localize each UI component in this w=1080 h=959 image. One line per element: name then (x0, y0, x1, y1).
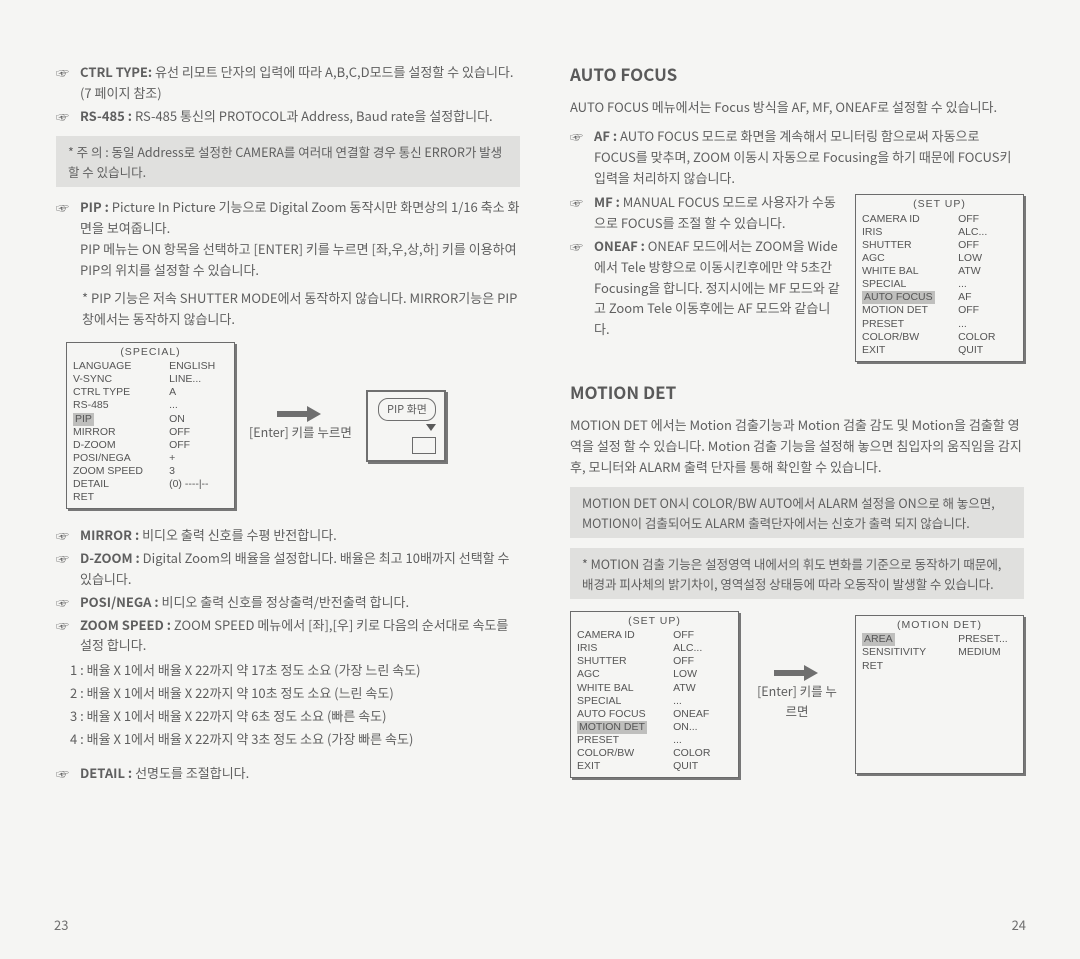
text: MANUAL FOCUS 모드로 사용자가 수동으로 FOCUS를 조절 할 수… (594, 192, 836, 232)
item-oneaf: ☞ ONEAF : ONEAF 모드에서는 ZOOM을 Wide에서 Tele … (570, 236, 841, 340)
item-rs485: ☞ RS-485 : RS-485 통신의 PROTOCOL과 Address,… (56, 106, 520, 127)
menu-motiondet: (MOTION DET)AREAPRESET...SENSITIVITYMEDI… (855, 615, 1024, 774)
pip-screen-label: PIP 화면 (378, 398, 436, 422)
pip-screen: PIP 화면 (366, 390, 446, 462)
label: D-ZOOM : (80, 548, 140, 567)
text: 선명도를 조절합니다. (135, 763, 249, 782)
item-af: ☞ AF : AUTO FOCUS 모드로 화면을 계속해서 모니터링 함으로써… (570, 126, 1024, 188)
hand-icon: ☞ (56, 764, 69, 785)
page-number-right: 24 (1012, 915, 1026, 934)
figure-special: (SPECIAL)LANGUAGEENGLISHV-SYNCLINE...CTR… (66, 342, 520, 510)
page-number-left: 23 (54, 915, 68, 934)
item-mirror: ☞ MIRROR : 비디오 출력 신호를 수평 반전합니다. (56, 525, 520, 546)
enter-caption: [Enter] 키를 누르면 (753, 681, 841, 721)
label: MF : (594, 192, 620, 211)
item-posinega: ☞ POSI/NEGA : 비디오 출력 신호를 정상출력/반전출력 합니다. (56, 592, 520, 613)
heading-autofocus: AUTO FOCUS (570, 60, 1024, 87)
af-flex: ☞ MF : MANUAL FOCUS 모드로 사용자가 수동으로 FOCUS를… (570, 190, 1024, 362)
hand-icon: ☞ (56, 616, 69, 637)
hand-icon: ☞ (56, 593, 69, 614)
md-note-alarm: MOTION DET ON시 COLOR/BW AUTO에서 ALARM 설정을… (570, 487, 1024, 538)
enter-block: [Enter] 키를 누르면 (249, 410, 352, 442)
speed-2: 2 : 배율 X 1에서 배율 X 22까지 약 10초 정도 소요 (느린 속… (70, 683, 520, 704)
chevron-down-icon (426, 424, 436, 431)
label: ONEAF : (594, 236, 645, 255)
item-dzoom: ☞ D-ZOOM : Digital Zoom의 배율을 설정합니다. 배율은 … (56, 548, 520, 590)
enter-block: [Enter] 키를 누르면 (753, 669, 841, 721)
text: 비디오 출력 신호를 수평 반전합니다. (142, 525, 337, 544)
label: MIRROR : (80, 525, 139, 544)
text: Digital Zoom의 배율을 설정합니다. 배율은 최고 10배까지 선택… (80, 548, 510, 588)
hand-icon: ☞ (56, 549, 69, 570)
note-same-address: * 주 의 : 동일 Address로 설정한 CAMERA를 여러대 연결할 … (56, 136, 520, 187)
note-pip-limit: * PIP 기능은 저속 SHUTTER MODE에서 동작하지 않습니다. M… (56, 288, 520, 330)
hand-icon: ☞ (56, 107, 69, 128)
enter-caption: [Enter] 키를 누르면 (249, 422, 352, 442)
item-detail: ☞ DETAIL : 선명도를 조절합니다. (56, 763, 520, 784)
heading-motiondet: MOTION DET (570, 378, 1024, 405)
item-mf: ☞ MF : MANUAL FOCUS 모드로 사용자가 수동으로 FOCUS를… (570, 192, 841, 234)
arrow-icon (774, 669, 820, 677)
text: RS-485 통신의 PROTOCOL과 Address, Baud rate을… (135, 106, 493, 125)
label: PIP : (80, 197, 109, 216)
col-left: ☞ CTRL TYPE: 유선 리모트 단자의 입력에 따라 A,B,C,D모드… (40, 60, 540, 786)
speed-list: 1 : 배율 X 1에서 배율 X 22까지 약 17초 정도 소요 (가장 느… (56, 660, 520, 749)
label: ZOOM SPEED : (80, 615, 171, 634)
hand-icon: ☞ (570, 237, 583, 258)
menu-setup-md: (SET UP)CAMERA IDOFFIRISALC...SHUTTEROFF… (570, 611, 739, 779)
col-right: AUTO FOCUS AUTO FOCUS 메뉴에서는 Focus 방식을 AF… (540, 60, 1040, 786)
af-intro: AUTO FOCUS 메뉴에서는 Focus 방식을 AF, MF, ONEAF… (570, 97, 1024, 118)
hand-icon: ☞ (56, 63, 69, 84)
text: AUTO FOCUS 모드로 화면을 계속해서 모니터링 함으로써 자동으로 F… (594, 126, 1011, 187)
item-pip: ☞ PIP : Picture In Picture 기능으로 Digital … (56, 197, 520, 280)
text: 비디오 출력 신호를 정상출력/반전출력 합니다. (162, 592, 410, 611)
label: CTRL TYPE: (80, 62, 152, 81)
md-note-luma: * MOTION 검출 기능은 설정영역 내에서의 휘도 변화를 기준으로 동작… (570, 548, 1024, 599)
text: Picture In Picture 기능으로 Digital Zoom 동작시… (80, 197, 519, 278)
speed-3: 3 : 배율 X 1에서 배율 X 22까지 약 6초 정도 소요 (빠른 속도… (70, 706, 520, 727)
speed-4: 4 : 배율 X 1에서 배율 X 22까지 약 3초 정도 소요 (가장 빠른… (70, 729, 520, 750)
md-intro: MOTION DET 에서는 Motion 검출기능과 Motion 검출 감도… (570, 415, 1024, 477)
hand-icon: ☞ (570, 127, 583, 148)
item-zoomspeed: ☞ ZOOM SPEED : ZOOM SPEED 메뉴에서 [좌],[우] 키… (56, 615, 520, 657)
arrow-icon (277, 410, 323, 418)
speed-1: 1 : 배율 X 1에서 배율 X 22까지 약 17초 정도 소요 (가장 느… (70, 660, 520, 681)
hand-icon: ☞ (570, 193, 583, 214)
item-ctrl-type: ☞ CTRL TYPE: 유선 리모트 단자의 입력에 따라 A,B,C,D모드… (56, 62, 520, 104)
hand-icon: ☞ (56, 526, 69, 547)
label: DETAIL : (80, 763, 132, 782)
menu-special: (SPECIAL)LANGUAGEENGLISHV-SYNCLINE...CTR… (66, 342, 235, 510)
hand-icon: ☞ (56, 198, 69, 219)
label: RS-485 : (80, 106, 132, 125)
label: POSI/NEGA : (80, 592, 159, 611)
label: AF : (594, 126, 617, 145)
menu-setup-af: (SET UP)CAMERA IDOFFIRISALC...SHUTTEROFF… (855, 194, 1024, 362)
pip-thumb (412, 437, 436, 453)
figure-motiondet: (SET UP)CAMERA IDOFFIRISALC...SHUTTEROFF… (570, 611, 1024, 779)
columns: ☞ CTRL TYPE: 유선 리모트 단자의 입력에 따라 A,B,C,D모드… (0, 60, 1080, 786)
page: ☞ CTRL TYPE: 유선 리모트 단자의 입력에 따라 A,B,C,D모드… (0, 0, 1080, 959)
